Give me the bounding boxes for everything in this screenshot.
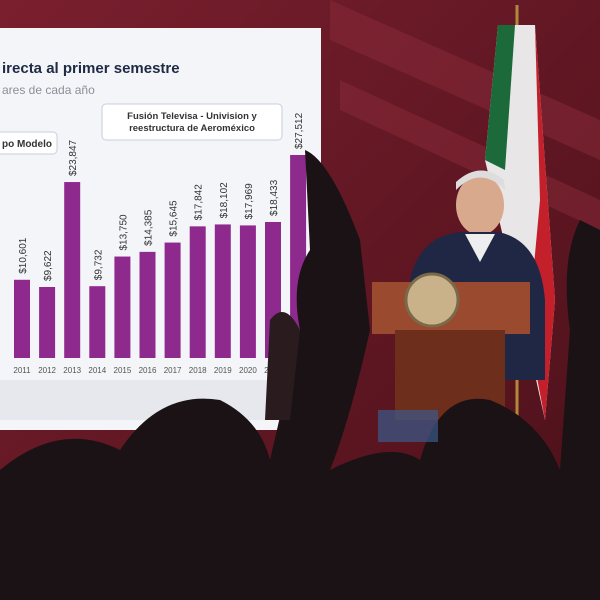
bar bbox=[239, 225, 256, 358]
value-label: $13,750 bbox=[118, 214, 129, 251]
bar bbox=[214, 224, 231, 358]
bar bbox=[164, 242, 181, 358]
year-label: 2020 bbox=[239, 366, 257, 375]
bar bbox=[39, 287, 56, 358]
bar bbox=[189, 226, 206, 358]
value-label: $23,847 bbox=[68, 139, 79, 176]
value-label: $9,622 bbox=[43, 250, 54, 281]
annotation-left: po Modelo bbox=[2, 139, 52, 150]
year-label: 2011 bbox=[13, 366, 31, 375]
annotation-box bbox=[0, 131, 58, 155]
camera-screen bbox=[378, 410, 438, 442]
audience-silhouettes bbox=[0, 150, 600, 600]
value-label: $17,969 bbox=[244, 183, 255, 220]
year-label: 2012 bbox=[38, 366, 56, 375]
screen-title: irecta al primer semestre bbox=[2, 60, 180, 77]
value-label: $9,732 bbox=[93, 249, 104, 280]
screen-subtitle: ares de cada año bbox=[2, 83, 95, 97]
speaker-hair bbox=[456, 170, 505, 190]
speaker-shirt bbox=[465, 234, 495, 262]
year-label: 2013 bbox=[63, 366, 81, 375]
podium-seal bbox=[404, 272, 460, 328]
year-label: 2017 bbox=[164, 366, 182, 375]
year-label: 2015 bbox=[114, 366, 132, 375]
bar bbox=[64, 182, 81, 358]
bar bbox=[14, 279, 30, 358]
year-label: 2019 bbox=[214, 366, 232, 375]
value-label: $18,433 bbox=[269, 179, 280, 216]
annotation-right: Fusión Televisa - Univision y reestructur… bbox=[127, 111, 257, 134]
value-label: $15,645 bbox=[169, 200, 180, 237]
value-label: $14,385 bbox=[144, 209, 155, 246]
year-label: 2018 bbox=[189, 366, 207, 375]
year-label: 2014 bbox=[88, 366, 106, 375]
bar bbox=[114, 256, 131, 358]
year-label: 2016 bbox=[139, 366, 157, 375]
value-label: $27,512 bbox=[294, 112, 305, 149]
bar bbox=[139, 251, 156, 358]
value-label: $18,102 bbox=[219, 182, 230, 219]
speaker-head bbox=[456, 175, 504, 235]
bar bbox=[89, 286, 106, 358]
annotation-box bbox=[101, 103, 283, 141]
raised-hand bbox=[265, 312, 300, 420]
value-label: $10,601 bbox=[18, 237, 29, 274]
value-label: $17,842 bbox=[194, 184, 205, 221]
flag-green bbox=[485, 25, 515, 170]
